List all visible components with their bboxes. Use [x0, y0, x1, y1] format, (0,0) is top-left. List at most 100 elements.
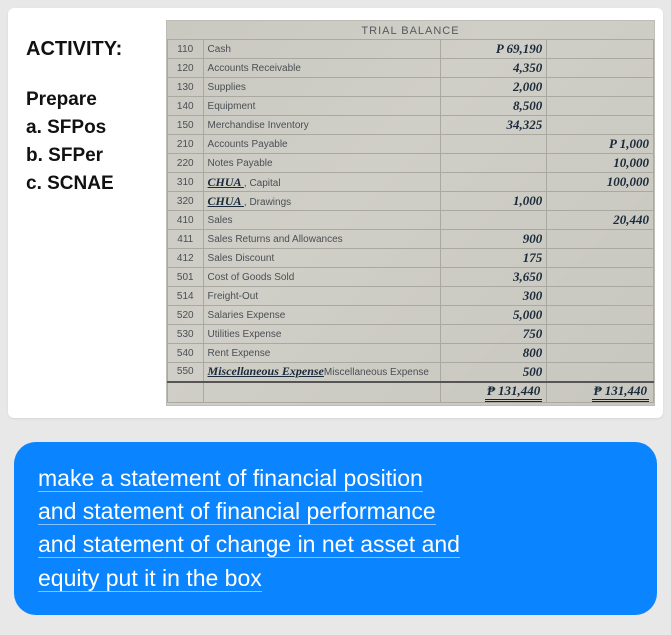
account-code: 310 [168, 173, 204, 192]
message-line: and statement of change in net asset and [38, 531, 460, 558]
account-code: 501 [168, 268, 204, 287]
account-code: 550 [168, 363, 204, 382]
account-name: Equipment [203, 97, 440, 116]
message-line: make a statement of financial position [38, 465, 423, 492]
debit-amount: 300 [440, 287, 547, 306]
credit-amount [547, 268, 654, 287]
account-name: CHUA , Drawings [203, 192, 440, 211]
ledger-row: 210Accounts PayableP 1,000 [168, 135, 654, 154]
ledger-row: 501Cost of Goods Sold3,650 [168, 268, 654, 287]
credit-amount [547, 192, 654, 211]
debit-amount: 800 [440, 344, 547, 363]
account-code: 514 [168, 287, 204, 306]
activity-item-a: a. SFPos [26, 117, 160, 139]
debit-amount [440, 211, 547, 230]
ledger-row: 140Equipment8,500 [168, 97, 654, 116]
credit-amount [547, 78, 654, 97]
ledger-row: 410Sales20,440 [168, 211, 654, 230]
account-name: Sales Returns and Allowances [203, 230, 440, 249]
activity-item-c: c. SCNAE [26, 173, 160, 195]
ledger-table: 110CashP 69,190120Accounts Receivable4,3… [167, 39, 654, 403]
debit-amount: 34,325 [440, 116, 547, 135]
account-name: Accounts Payable [203, 135, 440, 154]
credit-amount [547, 116, 654, 135]
debit-amount: 500 [440, 363, 547, 382]
ledger-row: 310CHUA , Capital 100,000 [168, 173, 654, 192]
account-name: Utilities Expense [203, 325, 440, 344]
account-name: CHUA , Capital [203, 173, 440, 192]
ledger-row: 540Rent Expense800 [168, 344, 654, 363]
top-panel: ACTIVITY: Prepare a. SFPos b. SFPer c. S… [8, 8, 663, 418]
credit-amount [547, 40, 654, 59]
ledger-total-row: ₱ 131,440₱ 131,440 [168, 382, 654, 403]
debit-amount [440, 173, 547, 192]
account-code: 220 [168, 154, 204, 173]
account-code: 140 [168, 97, 204, 116]
account-code: 130 [168, 78, 204, 97]
debit-amount: 1,000 [440, 192, 547, 211]
message-line: and statement of financial performance [38, 498, 436, 525]
credit-amount [547, 230, 654, 249]
ledger-heading: TRIAL BALANCE [167, 21, 654, 39]
ledger-row: 530Utilities Expense750 [168, 325, 654, 344]
credit-amount [547, 249, 654, 268]
account-code: 320 [168, 192, 204, 211]
ledger-row: 550Miscellaneous ExpenseMiscellaneous Ex… [168, 363, 654, 382]
debit-amount: 2,000 [440, 78, 547, 97]
ledger-row: 120Accounts Receivable4,350 [168, 59, 654, 78]
account-code: 411 [168, 230, 204, 249]
debit-amount: P 69,190 [440, 40, 547, 59]
account-code: 110 [168, 40, 204, 59]
account-name: Rent Expense [203, 344, 440, 363]
account-name: Miscellaneous ExpenseMiscellaneous Expen… [203, 363, 440, 382]
activity-item-b: b. SFPer [26, 145, 160, 167]
ledger-row: 220Notes Payable 10,000 [168, 154, 654, 173]
credit-amount: 20,440 [547, 211, 654, 230]
account-name: Freight-Out [203, 287, 440, 306]
ledger-row: 130Supplies2,000 [168, 78, 654, 97]
debit-total: ₱ 131,440 [440, 382, 547, 403]
ledger-row: 520Salaries Expense5,000 [168, 306, 654, 325]
debit-amount: 4,350 [440, 59, 547, 78]
activity-title: ACTIVITY: [26, 38, 160, 61]
activity-prepare: Prepare [26, 89, 160, 111]
ledger-row: 411Sales Returns and Allowances900 [168, 230, 654, 249]
credit-amount: P 1,000 [547, 135, 654, 154]
account-name: Supplies [203, 78, 440, 97]
account-code: 540 [168, 344, 204, 363]
credit-amount [547, 363, 654, 382]
account-name: Cash [203, 40, 440, 59]
chat-message-bubble: make a statement of financial position a… [14, 442, 657, 615]
ledger-row: 150Merchandise Inventory34,325 [168, 116, 654, 135]
blank-cell [203, 382, 440, 403]
account-name: Salaries Expense [203, 306, 440, 325]
message-line: equity put it in the box [38, 565, 262, 592]
credit-amount: 10,000 [547, 154, 654, 173]
credit-amount: 100,000 [547, 173, 654, 192]
account-code: 410 [168, 211, 204, 230]
debit-amount: 750 [440, 325, 547, 344]
credit-amount [547, 306, 654, 325]
credit-amount [547, 97, 654, 116]
account-name: Cost of Goods Sold [203, 268, 440, 287]
account-name: Notes Payable [203, 154, 440, 173]
blank-cell [168, 382, 204, 403]
debit-amount: 900 [440, 230, 547, 249]
credit-amount [547, 59, 654, 78]
ledger-row: 514Freight-Out300 [168, 287, 654, 306]
ledger-row: 320CHUA , Drawings1,000 [168, 192, 654, 211]
credit-amount [547, 344, 654, 363]
debit-amount: 175 [440, 249, 547, 268]
account-code: 120 [168, 59, 204, 78]
trial-balance-ledger: TRIAL BALANCE 110CashP 69,190120Accounts… [166, 20, 655, 406]
credit-amount [547, 325, 654, 344]
debit-amount: 3,650 [440, 268, 547, 287]
debit-amount: 8,500 [440, 97, 547, 116]
credit-amount [547, 287, 654, 306]
ledger-row: 110CashP 69,190 [168, 40, 654, 59]
account-code: 520 [168, 306, 204, 325]
activity-column: ACTIVITY: Prepare a. SFPos b. SFPer c. S… [16, 20, 166, 406]
account-name: Merchandise Inventory [203, 116, 440, 135]
account-code: 150 [168, 116, 204, 135]
account-name: Accounts Receivable [203, 59, 440, 78]
